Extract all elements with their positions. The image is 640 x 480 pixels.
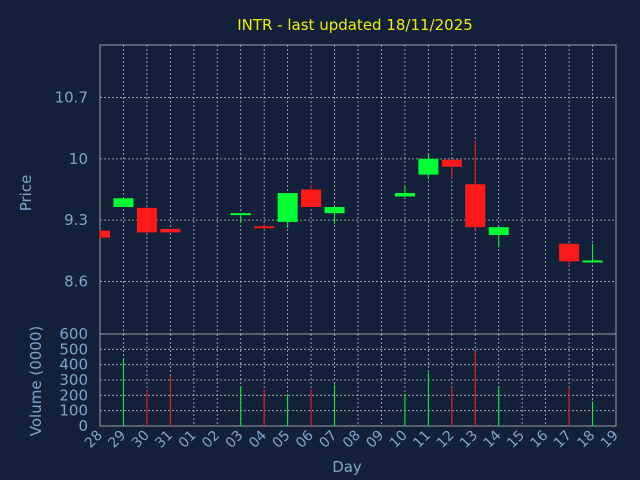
x-tick-label: 19 bbox=[598, 428, 622, 452]
candle-body bbox=[418, 158, 439, 175]
volume-axis-label: Volume (0000) bbox=[27, 326, 45, 436]
x-tick-label: 06 bbox=[293, 427, 317, 451]
x-tick-label: 05 bbox=[270, 428, 294, 452]
x-tick-label: 07 bbox=[316, 428, 340, 452]
candle-body bbox=[160, 228, 181, 233]
price-tick-label: 10.7 bbox=[55, 89, 88, 107]
x-axis-label: Day bbox=[332, 458, 362, 476]
candle-body bbox=[136, 207, 157, 233]
x-tick-label: 16 bbox=[528, 427, 552, 451]
volume-tick-label: 600 bbox=[59, 325, 88, 343]
x-tick-label: 12 bbox=[434, 428, 458, 452]
x-tick-label: 18 bbox=[574, 428, 598, 452]
volume-tick-label: 500 bbox=[59, 340, 88, 358]
x-tick-label: 11 bbox=[410, 428, 434, 452]
candle-body bbox=[230, 213, 251, 216]
x-tick-label: 10 bbox=[387, 428, 411, 452]
x-tick-label: 31 bbox=[152, 428, 176, 452]
candle-body bbox=[100, 230, 110, 238]
candle-body bbox=[324, 207, 345, 214]
x-tick-labels: 28 29 30 31 01 02 03 04 05 06 07 08 09 10 11 12 13 14 15 16… bbox=[82, 427, 622, 451]
x-tick-label: 09 bbox=[363, 428, 387, 452]
x-tick-label: 29 bbox=[105, 428, 129, 452]
x-tick-label: 08 bbox=[340, 428, 364, 452]
x-tick-label: 13 bbox=[457, 428, 481, 452]
x-tick-label: 17 bbox=[551, 428, 575, 452]
candle-body bbox=[488, 227, 509, 236]
candle-body bbox=[394, 193, 415, 197]
x-tick-label: 04 bbox=[246, 427, 270, 451]
price-axis-label: Price bbox=[17, 175, 35, 212]
x-tick-label: 30 bbox=[129, 428, 153, 452]
candle-body bbox=[301, 189, 322, 208]
x-tick-label: 14 bbox=[481, 427, 505, 451]
candle-body bbox=[582, 260, 603, 263]
candle-body bbox=[441, 159, 462, 167]
x-tick-label: 03 bbox=[223, 428, 247, 452]
x-tick-label: 02 bbox=[199, 428, 223, 452]
x-tick-label: 01 bbox=[176, 428, 200, 452]
x-tick-label: 15 bbox=[504, 428, 528, 452]
volume-tick-label: 0 bbox=[78, 417, 88, 435]
volume-tick-label: 200 bbox=[59, 386, 88, 404]
candle-body bbox=[559, 243, 580, 262]
volume-tick-label: 300 bbox=[59, 371, 88, 389]
chart-title: INTR - last updated 18/11/2025 bbox=[237, 16, 473, 34]
price-tick-label: 8.6 bbox=[64, 272, 88, 290]
candle-body bbox=[465, 184, 486, 228]
volume-tick-label: 100 bbox=[59, 402, 88, 420]
price-panel: 8.6 9.3 10 10.7 bbox=[55, 44, 617, 335]
candle-body bbox=[277, 193, 298, 222]
price-tick-label: 9.3 bbox=[64, 211, 88, 229]
price-tick-label: 10 bbox=[69, 150, 88, 168]
candle-body bbox=[254, 226, 275, 229]
volume-tick-label: 400 bbox=[59, 356, 88, 374]
candle-body bbox=[113, 198, 134, 208]
